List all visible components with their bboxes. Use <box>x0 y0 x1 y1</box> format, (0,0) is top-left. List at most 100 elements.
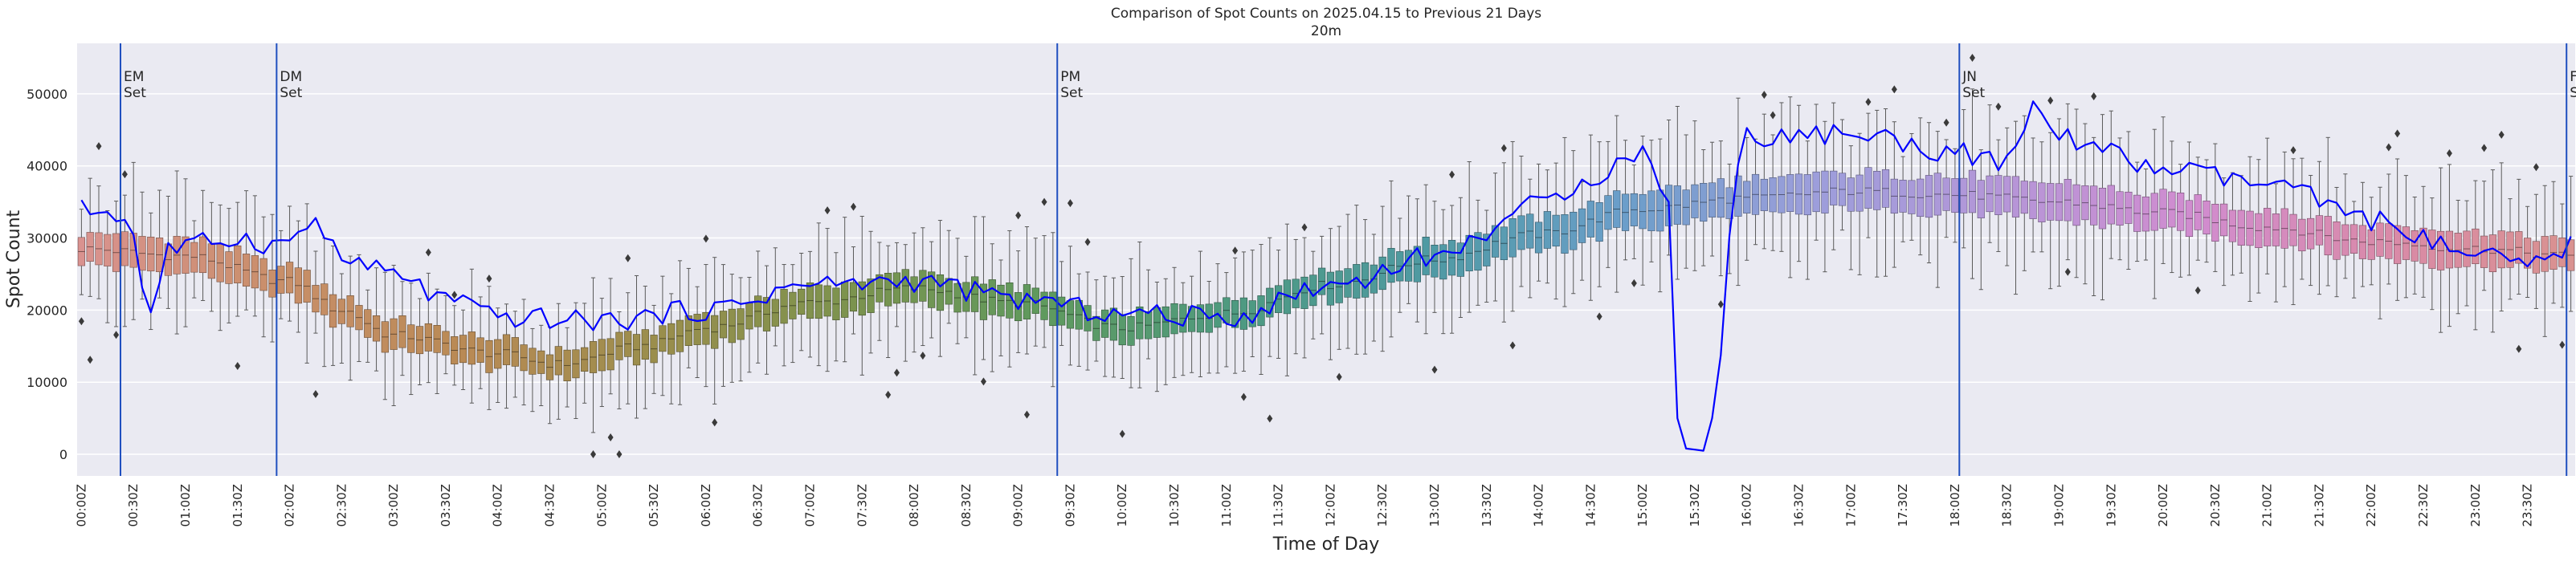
box-outlier <box>893 368 900 377</box>
grid-lines <box>77 93 2575 455</box>
box-outlier <box>113 331 120 339</box>
box-outlier <box>824 206 831 215</box>
set-marker-label: JN Set <box>1962 69 1985 101</box>
chart-title: Comparison of Spot Counts on 2025.04.15 … <box>1111 6 1541 22</box>
y-tick-label: 40000 <box>27 159 67 174</box>
box-outlier <box>1240 392 1247 401</box>
box-outlier <box>1631 278 1637 287</box>
box-outlier <box>425 248 431 257</box>
x-tick-label: 08:00Z <box>907 484 921 527</box>
chart-subtitle: 20m <box>1311 23 1341 39</box>
x-tick-label: 22:00Z <box>2364 484 2378 527</box>
box-outlier <box>2516 344 2522 353</box>
x-tick-label: 04:00Z <box>491 484 505 527</box>
box-outlier <box>2290 146 2296 155</box>
box-outlier <box>1995 102 2002 111</box>
set-marker-label-line: DM <box>280 69 302 85</box>
today-series <box>80 100 2572 452</box>
box-outlier <box>616 450 623 459</box>
set-marker-label-line: FN <box>2570 69 2576 85</box>
x-tick-label: 23:00Z <box>2468 484 2483 527</box>
plot-area <box>77 43 2575 476</box>
x-tick-label: 21:30Z <box>2312 484 2326 527</box>
box-outlier <box>2533 163 2539 172</box>
x-tick-label: 23:30Z <box>2521 484 2535 527</box>
box-outlier <box>1891 85 1897 94</box>
x-tick-label: 02:30Z <box>334 484 349 527</box>
y-axis-label: Spot Count <box>4 209 24 308</box>
y-axis: 0 10000 20000 30000 40000 50000 <box>27 87 67 462</box>
box-outlier <box>1336 372 1342 381</box>
x-tick-label: 19:00Z <box>2051 484 2066 527</box>
x-tick-label: 10:00Z <box>1115 484 1129 527</box>
set-marker-label-line: JN <box>1962 69 1977 85</box>
box-outlier <box>1301 223 1308 232</box>
x-tick-label: 05:00Z <box>594 484 609 527</box>
x-tick-label: 11:00Z <box>1219 484 1234 527</box>
boxplots <box>77 54 2575 459</box>
x-tick-label: 17:30Z <box>1896 484 1910 527</box>
x-tick-label: 22:30Z <box>2416 484 2431 527</box>
box-outlier <box>486 274 492 283</box>
box-outlier <box>78 317 84 326</box>
x-tick-label: 12:30Z <box>1375 484 1390 527</box>
set-marker-label-line: PM <box>1060 69 1080 85</box>
box-outlier <box>312 389 319 398</box>
x-tick-label: 21:00Z <box>2260 484 2275 527</box>
x-tick-label: 06:30Z <box>751 484 765 527</box>
box-outlier <box>885 390 892 399</box>
box-outlier <box>1865 98 1872 107</box>
set-marker-label: DM Set <box>280 69 302 101</box>
box-outlier <box>607 433 614 441</box>
set-marker-label-line: EM <box>124 69 144 85</box>
set-marker-label-line: Set <box>1060 85 1083 101</box>
y-tick-label: 0 <box>59 447 67 462</box>
box-outlier <box>2498 130 2505 139</box>
box-outlier <box>1267 414 1273 423</box>
x-tick-label: 03:00Z <box>386 484 401 527</box>
x-tick-label: 12:00Z <box>1323 484 1337 527</box>
x-tick-label: 00:30Z <box>126 484 141 527</box>
x-tick-label: 15:00Z <box>1635 484 1650 527</box>
box-outlier <box>96 142 102 151</box>
x-tick-label: 09:00Z <box>1011 484 1026 527</box>
y-tick-label: 50000 <box>27 87 67 102</box>
box-outlier <box>1119 429 1125 438</box>
box-outlier <box>703 234 709 243</box>
box-outlier <box>2559 340 2566 349</box>
x-tick-label: 07:30Z <box>855 484 869 527</box>
x-tick-label: 16:00Z <box>1740 484 1754 527</box>
x-tick-label: 17:00Z <box>1843 484 1858 527</box>
box-outlier <box>1431 365 1438 374</box>
box-outlier <box>2481 144 2488 152</box>
x-tick-label: 01:00Z <box>178 484 193 527</box>
box-outlier <box>2194 286 2201 295</box>
box-outlier <box>1943 118 1949 127</box>
x-tick-label: 18:30Z <box>2000 484 2015 527</box>
x-tick-label: 16:30Z <box>1792 484 1806 527</box>
box-outlier <box>1023 410 1030 419</box>
x-tick-label: 18:00Z <box>1948 484 1962 527</box>
box-outlier <box>121 170 128 179</box>
x-tick-label: 03:30Z <box>439 484 453 527</box>
x-tick-label: 11:30Z <box>1272 484 1286 527</box>
box-outlier <box>1232 246 1239 255</box>
x-tick-label: 00:00Z <box>74 484 88 527</box>
box-outlier <box>1761 91 1767 100</box>
box-outlier <box>2091 91 2097 100</box>
box-outlier <box>451 291 458 299</box>
set-marker-label-line: Set <box>1962 85 1985 101</box>
x-tick-label: 08:30Z <box>959 484 974 527</box>
box-outlier <box>920 352 926 360</box>
box-outlier <box>1015 211 1022 220</box>
box-outlier <box>1969 54 1975 63</box>
box-outlier <box>1449 170 1455 179</box>
box-outlier <box>87 356 93 364</box>
box-outlier <box>590 450 597 459</box>
x-tick-label: 05:30Z <box>647 484 661 527</box>
x-tick-label: 10:30Z <box>1167 484 1182 527</box>
set-marker-label-line: Set <box>280 85 302 101</box>
x-axis-label: Time of Day <box>1272 535 1379 555</box>
